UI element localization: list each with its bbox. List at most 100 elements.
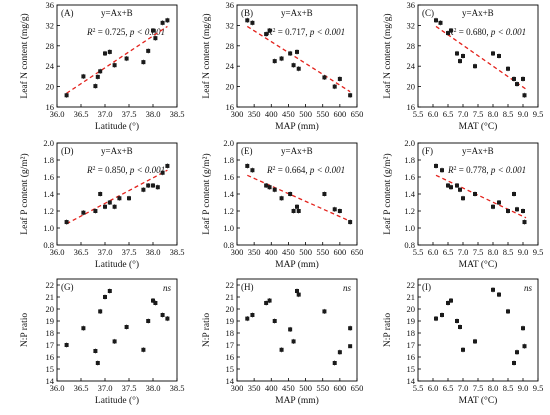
y-axis-label: Leaf N content (mg/g) [19,13,30,98]
x-tick-label: 650 [351,247,364,257]
panel-i: 5.5 6.0 6.5 7.0 7.5 8.0 8.5 9.0 9.5 14 15 16 17 18 19 2… [383,278,543,406]
plot-frame [236,4,358,108]
data-point [95,361,100,365]
data-point [107,49,112,54]
data-point [160,20,165,25]
data-point [348,220,353,225]
x-tick-label: 38.5 [170,383,185,393]
equation-label: y=Ax+B [101,146,133,156]
data-point [497,54,501,58]
data-point [295,49,299,54]
x-tick-label: 650 [351,109,364,119]
y-axis-label: Leaf P content (g/m²) [19,153,30,234]
panel-label: (B) [241,8,253,18]
data-point [141,347,146,352]
y-tick-label: 16 [226,102,235,112]
y-axis-label: N:P ratio [383,313,393,347]
x-axis-label: MAP (mm) [275,395,319,406]
y-tick-label: 24 [46,61,55,71]
y-tick-label: 19 [226,316,235,326]
data-point [146,183,151,188]
data-point [141,187,146,192]
y-tick-label: 1.8 [404,155,415,165]
plot-frame [56,4,178,108]
y-tick-label: 1.4 [404,189,415,199]
data-point [497,200,501,205]
x-tick-label: 7.5 [473,383,484,393]
y-tick-label: 32 [226,20,235,30]
x-tick-label: 7.0 [458,247,469,257]
data-point [272,187,277,192]
x-tick-label: 350 [248,383,261,393]
x-tick-label: 6.5 [443,247,454,257]
data-point [515,207,519,212]
data-point [506,209,510,213]
x-tick-label: 38.0 [146,109,161,119]
panel-label: (F) [422,146,433,156]
x-tick-label: 8.0 [488,383,499,393]
x-tick-label: 8.5 [503,247,514,257]
data-point [279,196,284,201]
data-point [440,313,444,317]
x-tick-label: 350 [248,109,261,119]
x-tick-label: 38.5 [170,109,185,119]
data-point [348,93,353,98]
y-axis-label: N:P ratio [202,313,212,347]
x-tick-label: 37.5 [122,383,137,393]
x-tick-label: 36.0 [50,247,65,257]
y-tick-label: 19 [46,316,55,326]
x-tick-label: 5.5 [413,247,424,257]
data-point [151,298,155,303]
panel-label: (A) [61,8,74,18]
data-point [127,196,131,201]
x-tick-label: 450 [282,383,295,393]
y-tick-label: 22 [226,280,235,290]
data-point [473,339,477,344]
stats-label: R2 = 0.778, p < 0.001 [447,165,526,175]
data-point [103,204,107,209]
data-point [288,192,293,196]
x-tick-label: 500 [299,109,312,119]
data-point [250,313,255,317]
panel-h: 300 350 400 450 500 550 600 650 14 15 16 17 18 19 20 21… [202,278,363,406]
data-point [153,36,158,41]
data-point [155,185,160,190]
stats-label: R2 = 0.664, p < 0.001 [266,165,345,175]
y-tick-label: 28 [226,41,235,51]
plot-frame [417,142,539,246]
data-point [295,289,299,293]
y-tick-label: 1.6 [43,172,54,182]
data-point [267,298,272,303]
x-tick-label: 37.5 [122,109,137,119]
data-point [288,327,293,332]
y-tick-label: 22 [46,280,55,290]
data-point [165,18,170,23]
x-tick-label: 36.5 [74,383,89,393]
data-point [295,204,299,209]
data-point [522,93,527,98]
data-point [267,185,272,190]
y-tick-label: 17 [46,340,55,350]
data-point [473,192,477,196]
x-tick-label: 300 [231,383,244,393]
x-axis-label: Latitude (°) [95,259,139,270]
plot-frame [56,278,178,382]
data-point [515,82,519,87]
y-tick-label: 1.2 [404,206,415,216]
y-tick-label: 20 [226,304,235,314]
data-point [522,344,527,349]
y-tick-label: 20 [226,82,235,92]
data-point [458,187,462,192]
data-point [491,204,495,209]
x-tick-label: 6.5 [443,109,454,119]
y-tick-label: 1.8 [223,155,234,165]
data-point [322,192,327,196]
data-point [455,51,459,56]
y-tick-label: 14 [226,376,235,386]
data-point [512,361,516,365]
data-point [153,301,158,305]
data-point [446,301,450,305]
data-point [279,56,284,61]
y-tick-label: 36 [46,0,55,10]
